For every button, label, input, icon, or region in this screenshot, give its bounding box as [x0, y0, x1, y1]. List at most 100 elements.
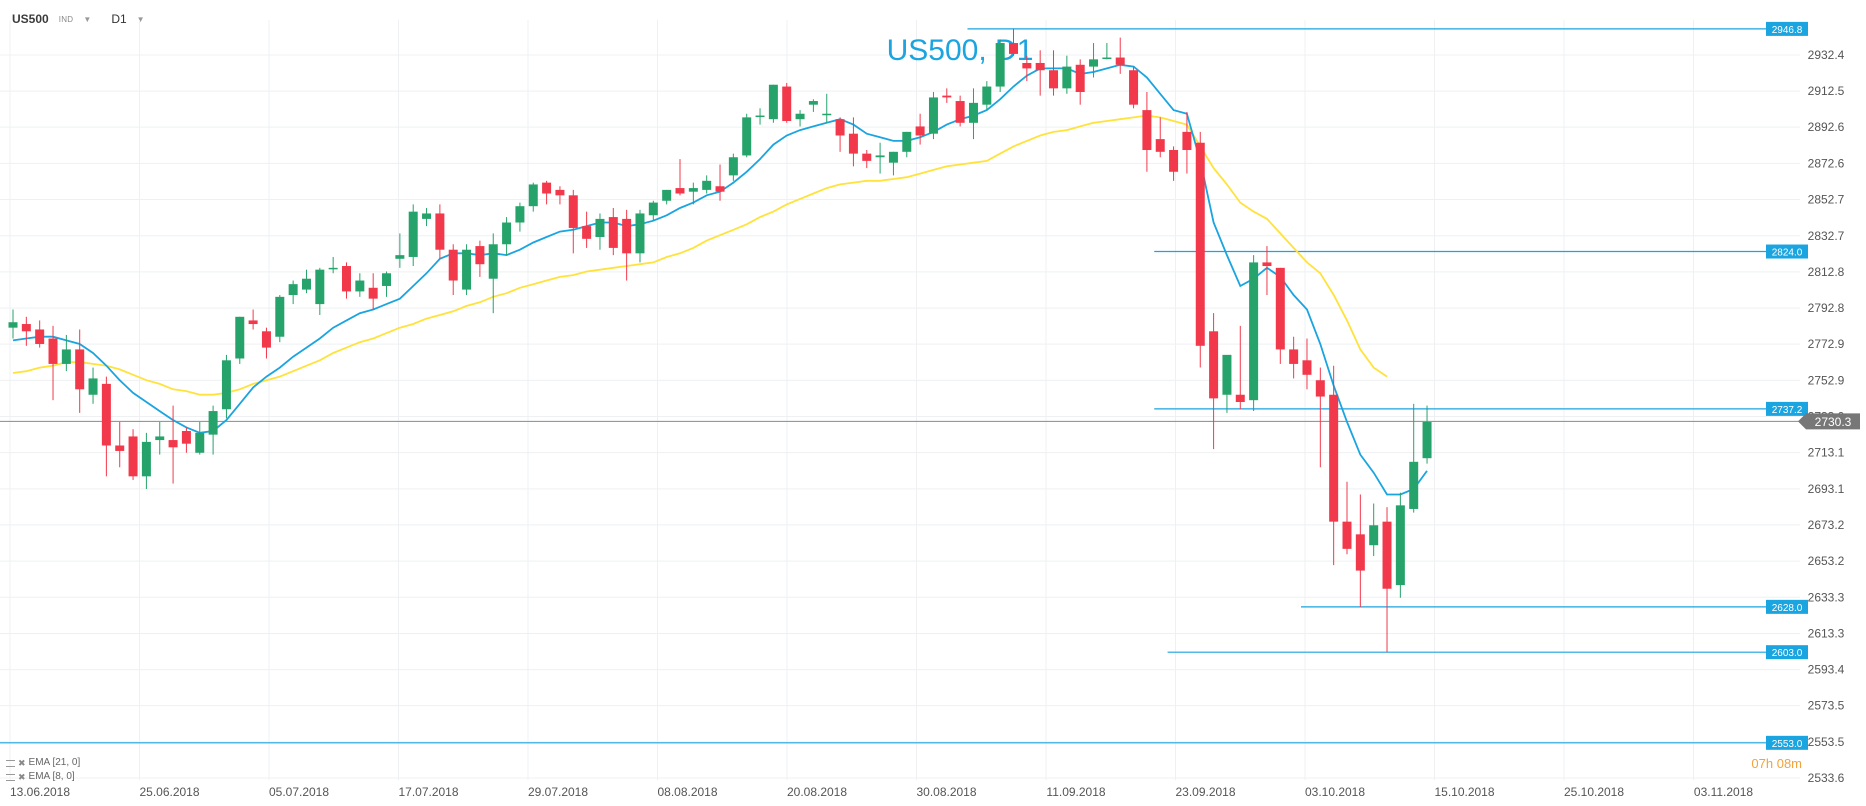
candle-bear	[835, 119, 845, 136]
candle-bull	[528, 184, 538, 207]
indicator-legend: ✖ EMA [21, 0] ✖ EMA [8, 0]	[6, 756, 80, 784]
candle-bull	[462, 249, 472, 290]
candle-bull	[1422, 421, 1432, 459]
candle-bull	[1102, 57, 1112, 60]
y-tick-label: 2593.4	[1808, 663, 1845, 677]
x-tick-label: 05.07.2018	[269, 785, 329, 799]
candle-bull	[1062, 66, 1072, 89]
candle-bull	[822, 113, 832, 116]
symbol-dropdown-caret-icon[interactable]: ▼	[83, 14, 92, 24]
candle-bull	[968, 102, 978, 123]
candle-bull	[488, 244, 498, 279]
x-tick-label: 25.10.2018	[1564, 785, 1624, 799]
candle-bull	[875, 155, 885, 158]
ema21-line	[12, 114, 1388, 396]
close-icon[interactable]: ✖	[18, 758, 26, 768]
x-tick-label: 23.09.2018	[1175, 785, 1235, 799]
candle-bear	[582, 226, 592, 239]
list-icon[interactable]	[6, 773, 15, 781]
y-tick-label: 2812.8	[1808, 265, 1845, 279]
x-tick-label: 13.06.2018	[10, 785, 70, 799]
candle-bull	[155, 436, 165, 441]
candle-bear	[248, 320, 258, 325]
candle-bear	[1115, 57, 1125, 65]
legend-ema8[interactable]: ✖ EMA [8, 0]	[6, 770, 80, 784]
candle-bear	[1275, 267, 1285, 350]
candle-bear	[475, 246, 485, 265]
candle-bear	[101, 383, 111, 446]
candle-bull	[301, 278, 311, 290]
candle-bull	[902, 131, 912, 152]
timeframe-dropdown-caret-icon[interactable]: ▼	[136, 14, 145, 24]
level-price-label: 2553.0	[1772, 739, 1803, 750]
candle-bear	[862, 153, 872, 161]
symbol-label[interactable]: US500	[12, 12, 49, 26]
candle-bear	[1382, 521, 1392, 589]
candle-bull	[662, 189, 672, 201]
x-tick-label: 11.09.2018	[1046, 785, 1105, 799]
level-price-tag	[1766, 735, 1808, 750]
y-tick-label: 2533.6	[1808, 771, 1845, 785]
level-price-label: 2603.0	[1772, 648, 1803, 659]
candle-bear	[1209, 331, 1219, 399]
candle-bear	[915, 126, 925, 136]
candle-bear	[368, 287, 378, 299]
legend-ema21[interactable]: ✖ EMA [21, 0]	[6, 756, 80, 770]
x-tick-label: 25.06.2018	[139, 785, 199, 799]
candle-bear	[1129, 70, 1139, 105]
current-price-label: 2730.3	[1815, 415, 1852, 429]
candle-bear	[128, 436, 138, 477]
candle-bear	[168, 440, 178, 448]
candle-bear	[1302, 360, 1312, 375]
timeframe-label[interactable]: D1	[111, 12, 127, 26]
candle-bear	[1155, 139, 1165, 152]
candle-bear	[1009, 43, 1018, 54]
candle-bear	[955, 101, 965, 123]
candle-bull	[141, 441, 151, 477]
legend-ema21-label: EMA [21, 0]	[28, 757, 81, 768]
candle-bull	[648, 202, 658, 216]
level-price-label: 2628.0	[1772, 603, 1803, 614]
candle-bull	[768, 84, 778, 120]
candle-bear	[1355, 534, 1365, 571]
y-tick-label: 2852.7	[1808, 192, 1845, 206]
y-tick-label: 2932.4	[1808, 48, 1845, 62]
candle-bear	[608, 217, 618, 248]
candle-bull	[1249, 262, 1259, 401]
candle-bear	[568, 195, 578, 228]
candle-bear	[1329, 394, 1339, 522]
x-tick-label: 30.08.2018	[916, 785, 976, 799]
candle-bull	[888, 151, 898, 163]
candle-bull	[235, 316, 245, 359]
x-tick-label: 17.07.2018	[398, 785, 458, 799]
candle-bear	[1342, 521, 1352, 549]
candle-bull	[61, 349, 71, 364]
candle-bull	[928, 97, 938, 134]
candle-bull	[195, 432, 205, 453]
candle-bull	[702, 180, 712, 190]
ema8-line	[12, 63, 1428, 496]
candle-bear	[21, 324, 31, 332]
list-icon[interactable]	[6, 759, 15, 767]
y-tick-label: 2613.3	[1808, 627, 1845, 641]
candle-bear	[1289, 349, 1299, 364]
candle-bull	[382, 273, 392, 286]
candle-bull	[208, 411, 218, 435]
candle-bull	[502, 222, 512, 245]
close-icon[interactable]: ✖	[18, 772, 26, 782]
level-price-label: 2737.2	[1772, 405, 1803, 416]
candle-bull	[8, 322, 18, 328]
level-price-tag	[1766, 401, 1808, 416]
legend-ema8-label: EMA [8, 0]	[28, 771, 75, 782]
candle-bull	[315, 269, 325, 305]
candle-bear	[782, 86, 792, 121]
candle-timer: 07h 08m	[1751, 756, 1802, 771]
y-tick-label: 2892.6	[1808, 120, 1845, 134]
candle-bull	[1409, 461, 1419, 509]
candle-bull	[595, 218, 605, 238]
candle-bull	[755, 115, 765, 118]
candle-bull	[88, 378, 98, 395]
candle-bear	[675, 188, 685, 194]
y-tick-label: 2553.5	[1808, 735, 1845, 749]
